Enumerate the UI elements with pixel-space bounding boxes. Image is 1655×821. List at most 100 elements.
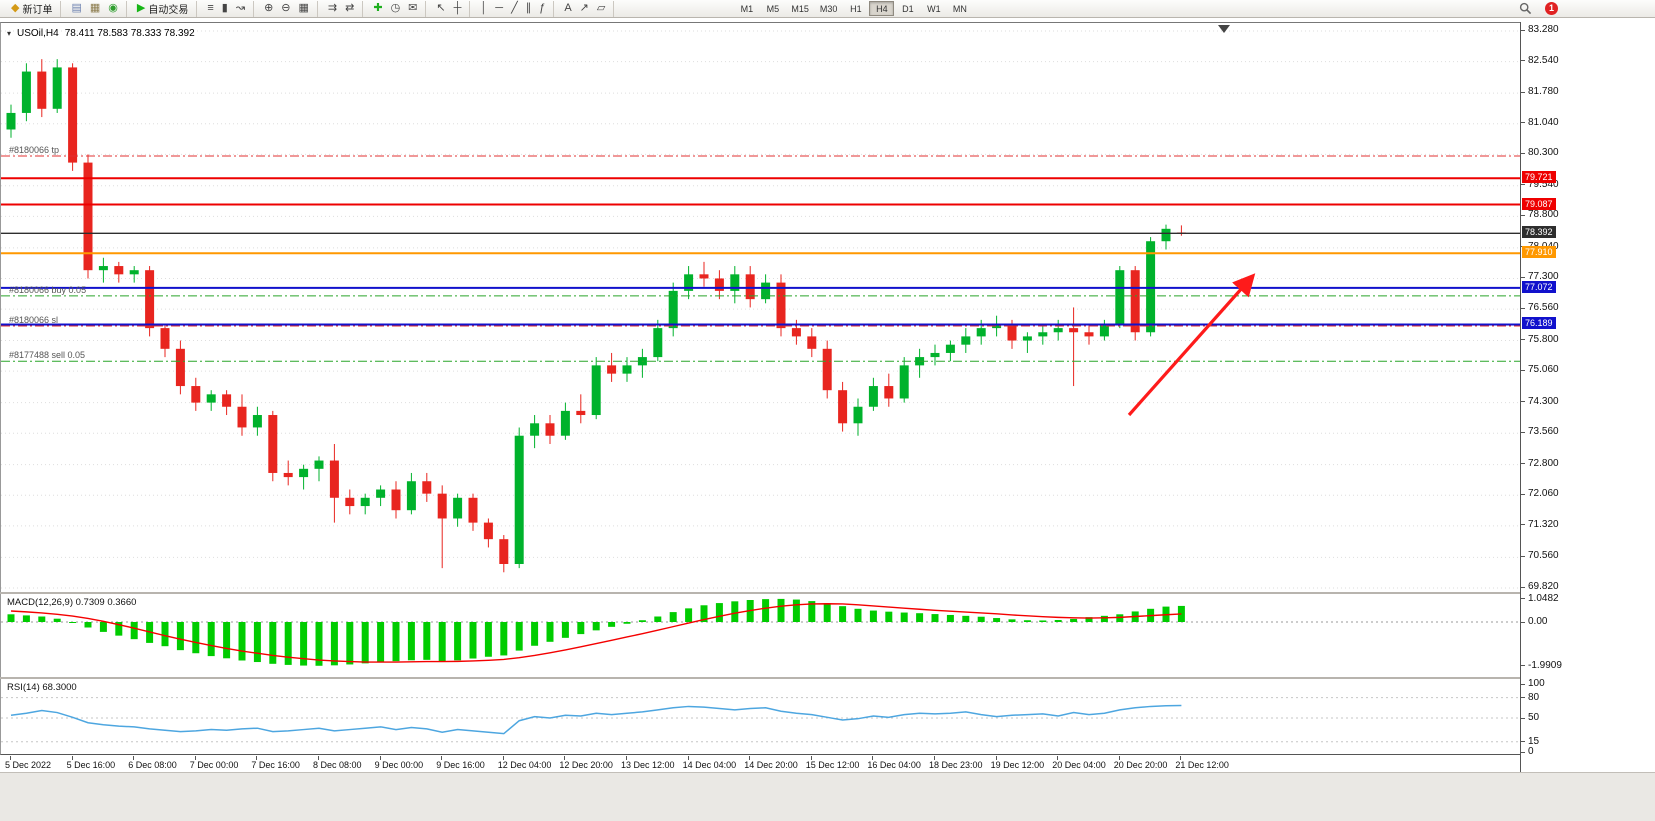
time-axis-label: 13 Dec 12:00: [621, 760, 675, 770]
crosshair-button[interactable]: ┼: [450, 1, 466, 16]
order-line-label: #8180066 sl: [9, 315, 58, 325]
rsi-panel[interactable]: RSI(14) 68.3000: [0, 679, 1521, 755]
rsi-axis-tick: [1521, 751, 1525, 753]
rsi-axis-label: 100: [1528, 678, 1545, 689]
price-axis-label: 80.300: [1528, 147, 1559, 159]
time-axis-label: 12 Dec 20:00: [559, 760, 613, 770]
rsi-axis-label: 15: [1528, 735, 1540, 747]
auto-scroll-button[interactable]: ⇉: [324, 1, 341, 16]
price-axis-label: 82.540: [1528, 54, 1559, 66]
candlestick-chart-button[interactable]: ▮: [218, 1, 232, 16]
bar-chart-button[interactable]: ≡: [203, 1, 217, 16]
toolbar: ◆ 新订单 ▤ ▦ ◉ ▶ 自动交易 ≡ ▮ ↝ ⊕ ⊖ ▦ ⇉ ⇄ ✚ ◷ ✉ ↖ ┼ │ ─ ╱ ∥ ƒ A ↗ ▱ M1 M5 M1…: [0, 0, 1655, 18]
zoom-out-button[interactable]: ⊖: [277, 1, 294, 16]
time-axis-tick: [872, 756, 874, 760]
text-tool-button[interactable]: A: [560, 1, 575, 16]
vertical-line-button[interactable]: │: [476, 1, 491, 16]
timeframe-m15-button[interactable]: M15: [786, 1, 814, 16]
notification-badge[interactable]: 1: [1545, 2, 1558, 15]
timeframe-m30-button[interactable]: M30: [815, 1, 843, 16]
profiles-icon: ▦: [89, 2, 101, 14]
price-tag: 76.189: [1522, 317, 1556, 330]
price-axis-label: 79.540: [1528, 178, 1559, 190]
time-axis-label: 15 Dec 12:00: [805, 760, 860, 770]
line-chart-button[interactable]: ↝: [232, 1, 249, 16]
time-axis[interactable]: 5 Dec 2022 5 Dec 16:00 6 Dec 08:00 7 Dec 00…: [0, 756, 1520, 772]
rsi-axis-label: 80: [1528, 691, 1540, 703]
rsi-line: [10, 704, 1182, 735]
timeframe-h4-button[interactable]: H4: [869, 1, 895, 16]
periods-button[interactable]: ◷: [387, 1, 405, 16]
rsi-axis-label: 0: [1528, 746, 1534, 757]
macd-panel[interactable]: MACD(12,26,9) 0.7309 0.3660: [0, 594, 1521, 677]
fibonacci-button[interactable]: ƒ: [535, 1, 549, 16]
price-axis-tick: [1521, 152, 1525, 154]
text-tool-icon: A: [564, 2, 572, 14]
new-order-button[interactable]: ◆ 新订单: [7, 1, 56, 17]
main-chart-canvas[interactable]: #8180066 tp #8180066 buy 0.05 #8180066 sl #…: [1, 23, 1521, 593]
search-button[interactable]: [1515, 1, 1536, 16]
bar-chart-icon: ≡: [207, 2, 214, 14]
arrow-tool-button[interactable]: ↗: [576, 1, 593, 16]
price-axis-tick: [1521, 276, 1525, 278]
price-axis-label: 71.320: [1528, 518, 1559, 530]
price-axis-tick: [1521, 586, 1525, 588]
shapes-button[interactable]: ▱: [593, 1, 609, 16]
chart-shift-icon: ⇄: [345, 2, 355, 14]
timeframe-m5-button[interactable]: M5: [760, 1, 785, 16]
price-axis-label: 77.300: [1528, 271, 1559, 283]
timeframe-mn-button[interactable]: MN: [947, 1, 972, 16]
price-axis[interactable]: 83.280 82.540 81.780 81.040 80.300 79.540 78.8…: [1520, 22, 1655, 772]
price-axis-label: 70.560: [1528, 550, 1559, 562]
window-bottom-area: [0, 772, 1655, 821]
time-axis-tick: [995, 756, 997, 760]
tile-windows-button[interactable]: ▦: [295, 1, 313, 16]
rsi-canvas[interactable]: [1, 679, 1521, 755]
price-axis-tick: [1521, 60, 1525, 62]
profiles-button[interactable]: ▦: [86, 1, 104, 16]
market-watch-button[interactable]: ◉: [104, 1, 122, 16]
cursor-button[interactable]: ↖: [432, 1, 449, 16]
time-axis-tick: [810, 756, 812, 760]
channel-button[interactable]: ∥: [522, 1, 536, 16]
horizontal-line-button[interactable]: ─: [491, 1, 507, 16]
alerts-button[interactable]: ✉: [404, 1, 421, 16]
charts-window-button[interactable]: ▤: [67, 1, 85, 16]
time-axis-tick: [1057, 756, 1059, 760]
trendline-button[interactable]: ╱: [507, 1, 522, 16]
auto-trading-button[interactable]: ▶ 自动交易: [133, 1, 192, 17]
timeframe-w1-button[interactable]: W1: [921, 1, 946, 16]
price-axis-tick: [1521, 339, 1525, 341]
rsi-label: RSI(14) 68.3000: [7, 682, 77, 693]
new-order-icon: ◆: [11, 2, 20, 14]
zoom-in-button[interactable]: ⊕: [260, 1, 277, 16]
trend-arrow-annotation[interactable]: [1127, 273, 1256, 417]
main-chart-panel[interactable]: #8180066 tp #8180066 buy 0.05 #8180066 sl #…: [0, 22, 1521, 593]
price-axis-label: 74.300: [1528, 395, 1559, 407]
line-chart-icon: ↝: [235, 2, 246, 14]
price-axis-label: 69.820: [1528, 581, 1559, 592]
toolbar-right-cluster: 1: [1515, 1, 1652, 16]
shapes-icon: ▱: [596, 2, 606, 14]
time-axis-tick: [71, 756, 73, 760]
time-axis-label: 19 Dec 12:00: [990, 760, 1045, 770]
price-axis-tick: [1521, 307, 1525, 309]
rsi-panel-splitter[interactable]: [0, 677, 1520, 679]
price-axis-label: 78.800: [1528, 209, 1559, 221]
symbol-name: USOil,H4: [17, 28, 59, 39]
chart-shift-button[interactable]: ⇄: [341, 1, 358, 16]
charts-window-icon: ▤: [71, 2, 82, 14]
timeframe-d1-button[interactable]: D1: [895, 1, 920, 16]
macd-panel-splitter[interactable]: [0, 592, 1520, 594]
macd-canvas[interactable]: [1, 594, 1521, 677]
price-axis-tick: [1521, 214, 1525, 216]
horizontal-lines[interactable]: #8180066 tp #8180066 buy 0.05 #8180066 sl #…: [1, 145, 1521, 362]
macd-histogram: [7, 598, 1185, 666]
timeframe-m1-button[interactable]: M1: [734, 1, 759, 16]
macd-axis-label: 1.0482: [1528, 592, 1559, 604]
timeframe-h1-button[interactable]: H1: [843, 1, 868, 16]
indicators-icon: ✚: [373, 2, 383, 14]
time-axis-label: 14 Dec 04:00: [682, 760, 737, 770]
toolbar-group: ▤ ▦ ◉: [63, 0, 127, 17]
indicators-button[interactable]: ✚: [369, 1, 386, 16]
